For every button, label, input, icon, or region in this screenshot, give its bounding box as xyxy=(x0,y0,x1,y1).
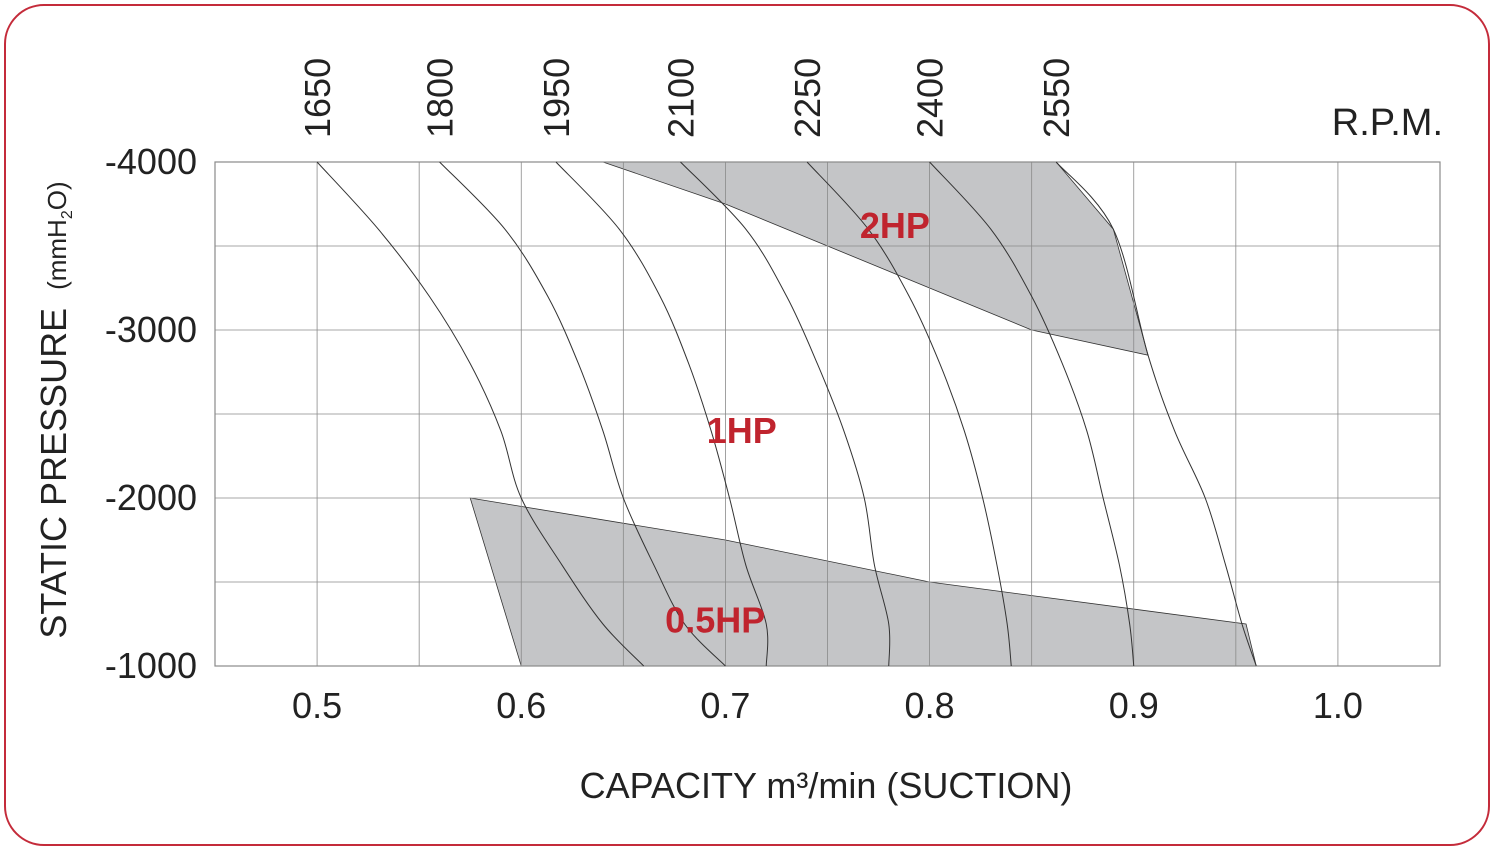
x-tick-labels: 0.5 0.6 0.7 0.8 0.9 1.0 xyxy=(292,685,1363,726)
rpm-label-2100: 2100 xyxy=(661,58,702,138)
x-tick-label: 0.7 xyxy=(700,685,750,726)
y-tick-label: -2000 xyxy=(105,477,197,518)
y-tick-label: -1000 xyxy=(105,645,197,686)
curve-rpm-1800 xyxy=(439,161,726,667)
rpm-label-1650: 1650 xyxy=(297,58,338,138)
curve-rpm-1650 xyxy=(316,161,645,667)
curve-rpm-2550 xyxy=(1055,161,1257,667)
rpm-label-1950: 1950 xyxy=(536,58,577,138)
chart-frame xyxy=(4,4,1490,846)
rpm-label-2250: 2250 xyxy=(787,58,828,138)
x-tick-label: 0.6 xyxy=(496,685,546,726)
y-axis-title-unit-sub: 2 xyxy=(59,210,76,219)
x-tick-label: 0.9 xyxy=(1109,685,1159,726)
curve-rpm-2250 xyxy=(806,161,1012,667)
power-label-0-5hp: 0.5HP xyxy=(665,600,765,641)
rpm-curves xyxy=(316,161,1257,667)
power-labels: 2HP 1HP 0.5HP xyxy=(665,205,930,641)
curve-rpm-2100 xyxy=(680,161,891,667)
rpm-labels: 1650 1800 1950 2100 2250 2400 2550 xyxy=(297,58,1077,138)
rpm-unit-label: R.P.M. xyxy=(1332,102,1443,144)
y-axis-title-unit-post: O) xyxy=(42,181,72,210)
power-label-2hp: 2HP xyxy=(860,205,930,246)
curve-rpm-2400 xyxy=(929,161,1135,667)
rpm-label-2550: 2550 xyxy=(1036,58,1077,138)
rpm-label-2400: 2400 xyxy=(910,58,951,138)
x-axis-title: CAPACITY m³/min (SUCTION) xyxy=(580,765,1073,806)
y-tick-label: -4000 xyxy=(105,141,197,182)
y-axis-title-unit-pre: (mmH xyxy=(42,219,72,290)
y-tick-labels: -4000 -3000 -2000 -1000 xyxy=(105,141,197,686)
x-tick-label: 0.8 xyxy=(905,685,955,726)
x-tick-label: 0.5 xyxy=(292,685,342,726)
x-tick-label: 1.0 xyxy=(1313,685,1363,726)
y-tick-label: -3000 xyxy=(105,309,197,350)
rpm-label-1800: 1800 xyxy=(420,58,461,138)
region-2hp xyxy=(602,161,1149,356)
chart-grid xyxy=(214,161,1441,667)
y-axis-title: STATIC PRESSURE (mmH2O) xyxy=(33,181,76,638)
curve-rpm-1950 xyxy=(555,161,769,667)
y-axis-title-main: STATIC PRESSURE xyxy=(33,308,74,639)
power-label-1hp: 1HP xyxy=(707,410,777,451)
